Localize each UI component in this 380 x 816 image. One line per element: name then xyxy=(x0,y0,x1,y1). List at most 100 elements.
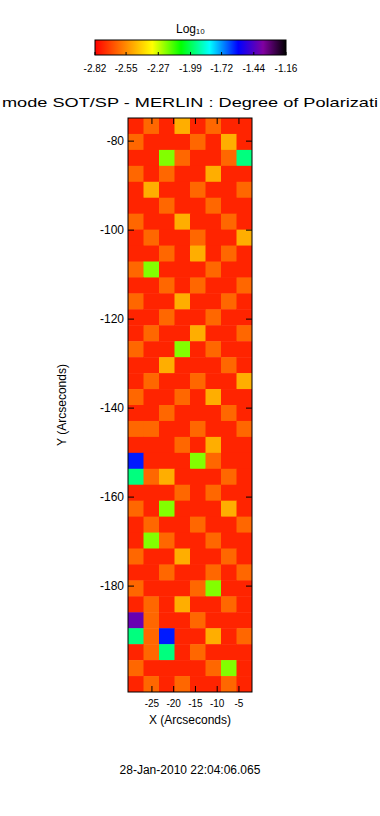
cell xyxy=(128,389,144,405)
cell xyxy=(237,437,253,453)
cell xyxy=(190,309,206,325)
plot-frame xyxy=(128,118,252,692)
cell xyxy=(128,421,144,437)
cell xyxy=(190,453,206,469)
cell xyxy=(159,501,175,517)
cell xyxy=(190,325,206,341)
cell xyxy=(175,357,191,373)
x-tick xyxy=(173,118,174,124)
colorbar-tick xyxy=(126,52,127,55)
x-tick-label: -5 xyxy=(234,698,243,709)
colorbar-tick-label: -1.72 xyxy=(210,63,233,74)
colorbar-tick xyxy=(190,52,191,55)
cell xyxy=(144,453,160,469)
cell xyxy=(128,517,144,533)
cell xyxy=(175,676,191,692)
cell xyxy=(206,469,222,485)
cell xyxy=(128,533,144,549)
cell xyxy=(206,660,222,676)
y-tick-label: -160 xyxy=(100,490,124,504)
cell xyxy=(144,357,160,373)
cell xyxy=(206,325,222,341)
cell xyxy=(206,485,222,501)
cell xyxy=(128,549,144,565)
cell xyxy=(175,198,191,214)
cell xyxy=(190,485,206,501)
cell xyxy=(175,118,191,134)
x-tick-label: -25 xyxy=(145,698,160,709)
cell xyxy=(159,309,175,325)
cell xyxy=(128,373,144,389)
cell xyxy=(206,389,222,405)
cell xyxy=(206,262,222,278)
cell xyxy=(175,612,191,628)
cell xyxy=(237,421,253,437)
cell xyxy=(144,485,160,501)
cell xyxy=(144,389,160,405)
cell xyxy=(159,150,175,166)
cell xyxy=(144,596,160,612)
cell xyxy=(237,676,253,692)
cell xyxy=(190,357,206,373)
cell xyxy=(144,341,160,357)
cell xyxy=(237,389,253,405)
cell xyxy=(221,373,237,389)
background xyxy=(0,0,380,816)
cell xyxy=(190,246,206,262)
y-tick-label: -80 xyxy=(107,134,125,148)
cell xyxy=(159,325,175,341)
cell xyxy=(237,453,253,469)
cell xyxy=(221,150,237,166)
cell xyxy=(144,166,160,182)
cell xyxy=(206,596,222,612)
cell xyxy=(221,644,237,660)
cell xyxy=(190,437,206,453)
cell xyxy=(159,533,175,549)
cell xyxy=(221,246,237,262)
cell xyxy=(206,437,222,453)
cell xyxy=(206,564,222,580)
colorbar-tick xyxy=(95,52,96,55)
cell xyxy=(128,230,144,246)
y-tick-label: -100 xyxy=(100,223,124,237)
cell xyxy=(206,373,222,389)
cell xyxy=(221,533,237,549)
cell xyxy=(237,660,253,676)
cell xyxy=(159,389,175,405)
cell xyxy=(221,405,237,421)
cell xyxy=(221,501,237,517)
cell xyxy=(128,214,144,230)
cell xyxy=(221,118,237,134)
cell xyxy=(221,277,237,293)
cell xyxy=(175,517,191,533)
cell xyxy=(175,405,191,421)
cell xyxy=(159,676,175,692)
cell xyxy=(144,214,160,230)
cell xyxy=(221,421,237,437)
cell xyxy=(190,118,206,134)
y-tick xyxy=(246,230,252,231)
chart: Log₁₀-2.82-2.55-2.27-1.99-1.72-1.44-1.16… xyxy=(0,0,380,816)
cell xyxy=(128,246,144,262)
cell xyxy=(190,596,206,612)
cell xyxy=(190,277,206,293)
cell xyxy=(144,660,160,676)
cell xyxy=(206,628,222,644)
cell xyxy=(190,676,206,692)
cell xyxy=(190,341,206,357)
cell xyxy=(159,405,175,421)
cell xyxy=(159,118,175,134)
cell xyxy=(144,421,160,437)
cell xyxy=(175,660,191,676)
cell xyxy=(144,325,160,341)
cell xyxy=(237,262,253,278)
cell xyxy=(237,612,253,628)
cell xyxy=(206,580,222,596)
cell xyxy=(206,453,222,469)
cell xyxy=(237,198,253,214)
cell xyxy=(144,182,160,198)
cell xyxy=(159,357,175,373)
cell xyxy=(237,309,253,325)
cell xyxy=(206,644,222,660)
cell xyxy=(159,517,175,533)
